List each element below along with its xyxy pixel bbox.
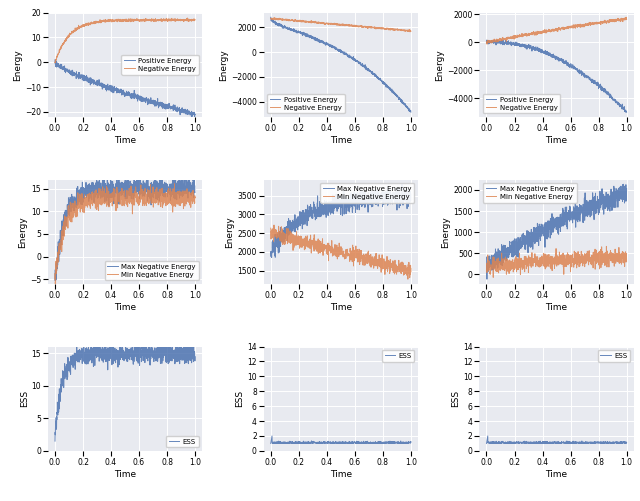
Y-axis label: Energy: Energy [442, 216, 451, 247]
Legend: ESS: ESS [166, 436, 198, 447]
Legend: Max Negative Energy, Min Negative Energy: Max Negative Energy, Min Negative Energy [483, 183, 577, 202]
X-axis label: Time: Time [114, 136, 136, 145]
Legend: Positive Energy, Negative Energy: Positive Energy, Negative Energy [268, 94, 344, 113]
Legend: ESS: ESS [598, 350, 630, 362]
X-axis label: Time: Time [330, 469, 352, 478]
Y-axis label: ESS: ESS [20, 390, 29, 407]
Legend: Max Negative Energy, Min Negative Energy: Max Negative Energy, Min Negative Energy [321, 183, 414, 202]
Legend: Max Negative Energy, Min Negative Energy: Max Negative Energy, Min Negative Energy [105, 261, 198, 281]
Y-axis label: Energy: Energy [13, 49, 22, 81]
Y-axis label: Energy: Energy [219, 49, 228, 81]
Y-axis label: Energy: Energy [225, 216, 234, 247]
X-axis label: Time: Time [114, 303, 136, 312]
X-axis label: Time: Time [545, 469, 568, 478]
Legend: Positive Energy, Negative Energy: Positive Energy, Negative Energy [122, 55, 198, 75]
Legend: Positive Energy, Negative Energy: Positive Energy, Negative Energy [483, 94, 560, 113]
Y-axis label: Energy: Energy [18, 216, 27, 247]
Y-axis label: ESS: ESS [451, 390, 460, 407]
Y-axis label: ESS: ESS [236, 390, 244, 407]
X-axis label: Time: Time [545, 303, 568, 312]
Y-axis label: Energy: Energy [435, 49, 444, 81]
Legend: ESS: ESS [382, 350, 414, 362]
X-axis label: Time: Time [545, 136, 568, 145]
X-axis label: Time: Time [114, 469, 136, 478]
X-axis label: Time: Time [330, 303, 352, 312]
X-axis label: Time: Time [330, 136, 352, 145]
